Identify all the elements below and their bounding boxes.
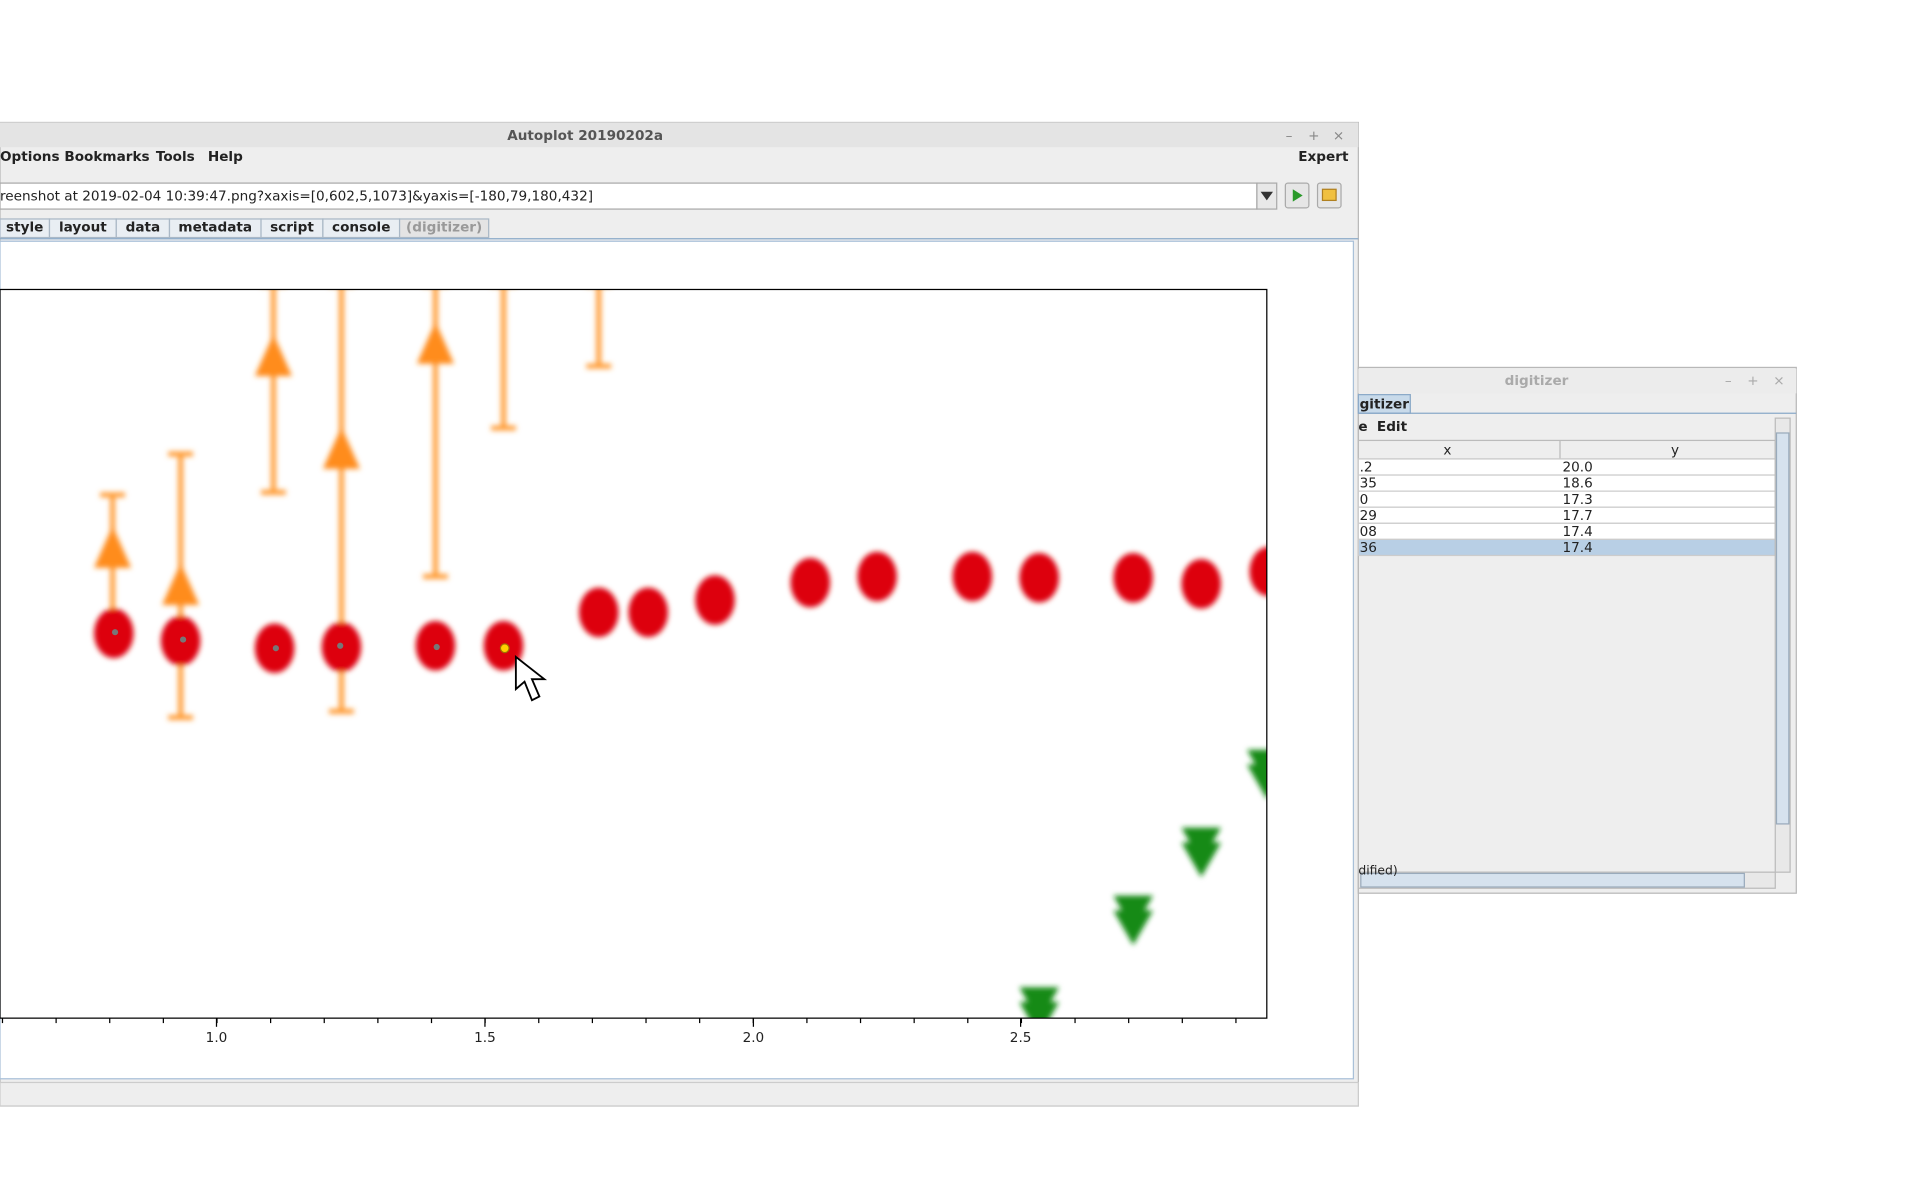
cell: 17.4 xyxy=(1562,524,1592,540)
tab-label: metadata xyxy=(178,220,252,236)
folder-icon xyxy=(1321,188,1337,202)
triangle-marker xyxy=(162,562,200,605)
tab[interactable] xyxy=(398,218,490,239)
title-bar xyxy=(1358,368,1797,394)
minimize-button[interactable]: – xyxy=(1286,128,1293,144)
digitized-point xyxy=(111,629,119,636)
minimize-button[interactable]: – xyxy=(1725,373,1732,389)
circle-marker xyxy=(857,551,897,602)
circle-marker xyxy=(1113,552,1153,603)
triangle-marker xyxy=(94,525,132,568)
circle-marker xyxy=(628,587,669,638)
cell: 0 xyxy=(1360,492,1369,508)
maximize-button[interactable]: + xyxy=(1308,128,1319,144)
status-text: dified) xyxy=(1358,863,1397,877)
triangle-marker xyxy=(254,334,292,377)
x-tick-label: 1.0 xyxy=(206,1030,228,1046)
maximize-button[interactable]: + xyxy=(1747,373,1758,389)
column-header[interactable]: x xyxy=(1443,442,1451,458)
cell: 29 xyxy=(1360,508,1377,524)
close-button[interactable]: × xyxy=(1333,128,1344,144)
scroll-thumb[interactable] xyxy=(1360,872,1745,888)
menu-item[interactable]: Options xyxy=(0,149,60,165)
cell: 20.0 xyxy=(1562,460,1592,476)
triangle-marker xyxy=(1181,842,1222,878)
menu-item[interactable]: Edit xyxy=(1377,419,1408,435)
circle-marker xyxy=(790,557,831,608)
cell: 36 xyxy=(1360,540,1377,556)
tab-label: layout xyxy=(59,220,107,236)
circle-marker xyxy=(578,587,619,638)
cell: 18.6 xyxy=(1562,476,1592,492)
digitized-point xyxy=(433,643,440,651)
triangle-marker xyxy=(1113,910,1153,946)
circle-marker xyxy=(1181,559,1222,609)
x-tick-label: 2.5 xyxy=(1010,1030,1032,1046)
cell: 17.7 xyxy=(1562,508,1592,524)
url-text: reenshot at 2019-02-04 10:39:47.png?xaxi… xyxy=(0,189,593,205)
cell: 08 xyxy=(1360,524,1377,540)
circle-marker xyxy=(695,575,735,625)
menu-item[interactable]: Bookmarks xyxy=(64,149,149,165)
mouse-cursor xyxy=(514,655,548,702)
tab-label: script xyxy=(270,220,314,236)
triangle-marker xyxy=(322,426,360,469)
scroll-thumb[interactable] xyxy=(1775,432,1790,825)
digitized-point xyxy=(499,643,510,654)
cell: 17.3 xyxy=(1562,492,1592,508)
tab-label: gitizer xyxy=(1360,397,1410,413)
digitized-point xyxy=(272,645,279,652)
cell: .2 xyxy=(1360,460,1373,476)
close-button[interactable]: × xyxy=(1773,373,1784,389)
triangle-marker xyxy=(416,321,455,364)
window-title: digitizer xyxy=(1505,373,1569,389)
triangle-marker xyxy=(1019,1002,1059,1019)
menu-item[interactable]: e xyxy=(1358,419,1367,435)
tab-label: console xyxy=(332,220,390,236)
circle-marker xyxy=(952,551,993,602)
menu-item[interactable]: Expert xyxy=(1298,149,1349,165)
tab-label: (digitizer) xyxy=(406,220,482,236)
cell: 35 xyxy=(1360,476,1377,492)
cell: 17.4 xyxy=(1562,540,1592,556)
x-tick-label: 2.0 xyxy=(743,1030,765,1046)
circle-marker xyxy=(1249,546,1267,597)
menu-item[interactable]: Help xyxy=(208,149,243,165)
status-bar xyxy=(0,1081,1359,1107)
go-icon xyxy=(1292,189,1303,202)
digitizer-window: digitizer – + × gitizer e Edit x y .2 20.… xyxy=(1357,366,1797,894)
main-window: Autoplot 20190202a – + × Options Bookmark… xyxy=(0,121,1359,1107)
window-title: Autoplot 20190202a xyxy=(507,128,663,144)
circle-marker xyxy=(1019,552,1059,603)
dropdown-arrow xyxy=(1260,191,1273,201)
content-panel xyxy=(0,240,1355,1080)
digitized-point xyxy=(337,642,344,649)
plot-frame xyxy=(0,288,1268,1019)
x-tick-label: 1.5 xyxy=(474,1030,496,1046)
table-header xyxy=(1357,439,1776,460)
tab-label: style xyxy=(6,220,43,236)
url-field[interactable] xyxy=(0,182,1258,210)
triangle-marker xyxy=(1247,764,1267,800)
menu-item[interactable]: Tools xyxy=(156,149,195,165)
digitized-point xyxy=(180,636,187,643)
column-header[interactable]: y xyxy=(1671,442,1679,458)
tab-label: data xyxy=(126,220,161,236)
title-bar xyxy=(0,122,1359,148)
